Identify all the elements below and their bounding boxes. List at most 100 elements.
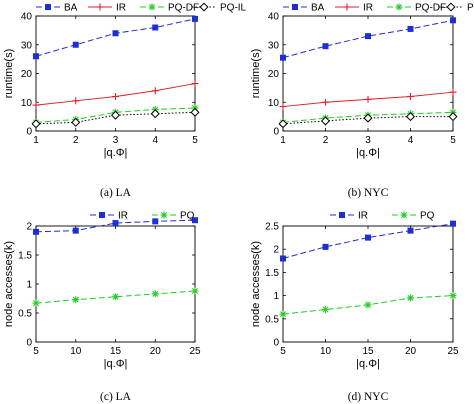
x-tick-label: 10 [70, 346, 82, 357]
panel-caption: (a) LA [100, 187, 132, 199]
data-point [190, 107, 200, 117]
legend-label: IR [118, 211, 128, 222]
data-point [365, 234, 371, 241]
series-pq [279, 292, 457, 318]
data-point [72, 41, 79, 48]
data-point [32, 101, 40, 109]
x-tick-label: 1 [280, 135, 286, 146]
y-tick-label: 40 [21, 12, 33, 23]
data-point-d [72, 296, 79, 303]
legend-marker [99, 212, 105, 218]
data-point-d [365, 301, 371, 308]
legend-marker [96, 3, 104, 11]
data-point [407, 294, 414, 302]
data-point [449, 292, 457, 300]
y-tick-label: 1 [26, 280, 32, 291]
data-point [112, 93, 119, 100]
data-point-d [322, 306, 329, 313]
x-tick-label: 25 [447, 346, 459, 357]
y-tick-label: 2.5 [265, 222, 279, 233]
data-point [150, 109, 160, 119]
legend-marker-d [161, 212, 167, 218]
legend-marker-d [401, 212, 407, 218]
legend-label: PQ-DF [415, 3, 446, 14]
data-point [322, 98, 329, 106]
data-point [364, 301, 372, 309]
x-tick-label: 3 [365, 135, 371, 146]
data-point-d [192, 287, 198, 294]
data-point [72, 227, 79, 234]
x-tick-label: 25 [189, 346, 201, 357]
y-tick-label: 2 [273, 245, 279, 256]
plot-frame [282, 225, 454, 343]
data-point [364, 95, 372, 103]
legend-marker [400, 211, 408, 219]
y-tick-label: 20 [21, 69, 33, 80]
plot-frame [35, 225, 196, 343]
data-point [407, 25, 414, 32]
panel-caption: (b) NYC [348, 187, 389, 199]
legend: IR PQ [90, 211, 195, 222]
data-point [192, 15, 198, 22]
series-pq-il [31, 107, 200, 129]
legend-marker [160, 211, 168, 219]
legend-label: PQ-IL [467, 3, 474, 14]
legend-marker [292, 4, 298, 10]
y-tick-label: 0 [26, 127, 32, 138]
x-axis-label: |q.Φ| [356, 147, 380, 159]
series-ba [33, 15, 198, 60]
data-point [280, 255, 286, 262]
x-tick-label: 4 [152, 135, 158, 146]
y-tick-label: 10 [268, 98, 280, 109]
data-point [33, 228, 39, 235]
y-axis-label: runtime(s) [3, 49, 15, 99]
data-point [365, 33, 371, 40]
series-ir [32, 80, 199, 109]
data-point [448, 112, 458, 122]
legend-marker-d [396, 4, 402, 10]
y-tick-label: 1 [273, 291, 279, 302]
data-point [112, 220, 119, 227]
series-line [35, 18, 196, 57]
data-point [110, 110, 121, 120]
data-point [407, 227, 414, 234]
y-tick-label: 0 [273, 338, 279, 349]
x-axis-label: |q.Φ| [356, 358, 380, 370]
y-tick-label: 30 [21, 40, 33, 51]
data-point [363, 113, 373, 123]
legend-label: PQ [420, 211, 435, 222]
data-point [449, 88, 457, 96]
data-point [191, 287, 199, 295]
y-tick-label: 0.5 [265, 314, 279, 325]
x-tick-label: 15 [110, 346, 122, 357]
data-point [32, 299, 40, 307]
chart-panel-3: 5 10 15 20 25 0 0.5 1 1.5 2 |q.Φ| node accesses(k) I… [3, 211, 201, 404]
data-point [279, 310, 287, 318]
series-ba [280, 17, 456, 61]
chart-panel-2: 1 2 3 4 5 0 10 20 30 40 |q.Φ| runtime(s) BA IR PQ-DF PQ… [250, 2, 474, 199]
x-tick-label: 20 [405, 346, 417, 357]
data-point [152, 24, 159, 31]
y-tick-label: 1.5 [18, 251, 32, 262]
legend-marker [148, 3, 156, 11]
data-point-d [450, 292, 456, 299]
x-tick-label: 5 [33, 346, 39, 357]
y-axis-label: runtime(s) [250, 49, 262, 99]
series-pq [32, 287, 199, 307]
x-tick-label: 2 [73, 135, 79, 146]
chart-panel-1: 1 2 3 4 5 0 10 20 30 40 |q.Φ| runtime(s) BA IR PQ-DF PQ… [3, 2, 247, 199]
x-tick-label: 5 [450, 135, 456, 146]
series-line [35, 111, 196, 125]
legend-marker [339, 212, 345, 218]
legend-label: BA [64, 3, 78, 14]
x-tick-label: 4 [408, 135, 414, 146]
data-point [151, 87, 159, 95]
series-ir [279, 88, 457, 111]
x-tick-label: 2 [323, 135, 329, 146]
legend-label: PQ [180, 211, 195, 222]
data-point [407, 93, 414, 100]
legend-marker [343, 3, 351, 11]
series-ir [33, 217, 198, 235]
legend: BA IR PQ-DF PQ-IL [283, 2, 474, 14]
x-tick-label: 20 [150, 346, 162, 357]
